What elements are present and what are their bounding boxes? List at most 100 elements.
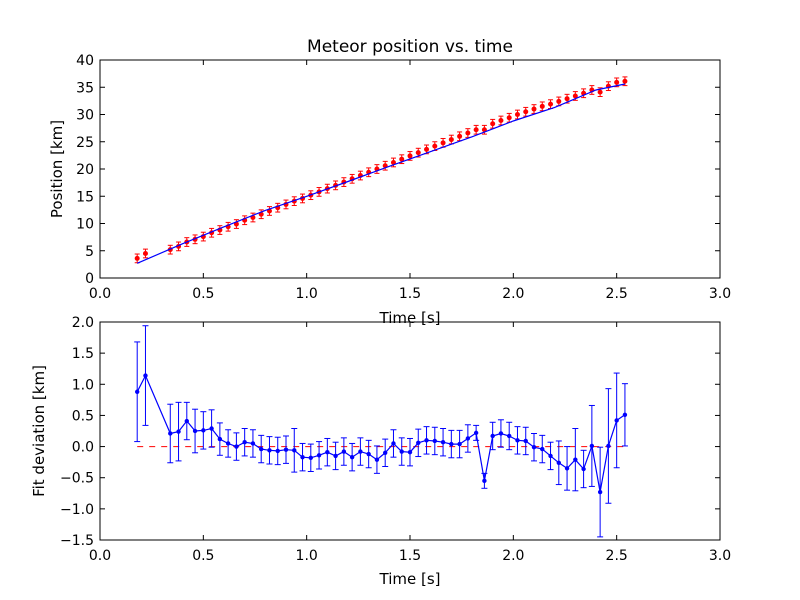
data-point: [349, 454, 355, 460]
data-point: [325, 449, 330, 455]
data-point: [142, 250, 148, 256]
data-point: [622, 412, 628, 418]
data-point: [242, 440, 247, 445]
x-tick-label: 1.5: [399, 548, 421, 564]
y-tick-label: 20: [76, 162, 94, 178]
data-point: [564, 96, 570, 102]
x-tick-label: 0.5: [192, 286, 214, 302]
y-tick-label: 2.0: [72, 315, 94, 331]
y-tick-label: 5: [85, 244, 94, 260]
data-point: [531, 106, 537, 112]
data-point: [209, 426, 214, 431]
data-point: [358, 449, 363, 454]
data-point: [407, 449, 413, 455]
data-point: [366, 451, 371, 457]
y-tick-label: 10: [76, 217, 94, 233]
data-point: [383, 450, 388, 455]
chart-title: Meteor position vs. time: [307, 37, 513, 57]
data-point: [506, 115, 512, 121]
y-tick-label: 25: [76, 135, 94, 151]
data-point: [473, 430, 479, 436]
deviation-line: [136, 374, 626, 493]
data-point: [217, 436, 223, 442]
data-point: [234, 444, 239, 449]
y-tick-label: 1.0: [72, 377, 94, 393]
data-point: [399, 156, 405, 162]
data-point: [457, 133, 463, 139]
data-point: [201, 428, 206, 433]
data-point: [316, 453, 322, 458]
data-point: [597, 489, 603, 495]
data-point: [465, 436, 471, 441]
data-point: [407, 153, 413, 159]
data-point: [267, 448, 272, 453]
data-point: [606, 443, 611, 449]
data-point: [225, 441, 231, 446]
data-point: [440, 440, 446, 445]
data-point: [556, 98, 562, 104]
x-tick-label: 2.0: [502, 548, 524, 564]
data-point: [184, 418, 189, 424]
data-point: [283, 447, 289, 452]
data-point: [259, 446, 264, 452]
position-panel: Meteor position vs. time Position [km] T…: [48, 37, 731, 327]
data-point: [523, 109, 529, 115]
axes-ticks: 0.0 0.5 1.0 1.5 2.0 2.5 3.0 0 5 10 15 20 25 30 35 40: [76, 53, 731, 302]
x-tick-label: 0.0: [89, 286, 111, 302]
x-tick-label: 2.5: [606, 548, 628, 564]
data-point: [564, 466, 570, 471]
data-point: [514, 112, 520, 117]
deviation-panel: Fit deviation [km] Time [s] 0.0 0.5 1.0 1.5…: [30, 315, 731, 588]
data-point: [540, 446, 545, 452]
x-tick-label: 3.0: [709, 548, 731, 564]
data-point: [507, 433, 512, 439]
y-tick-label: 40: [76, 53, 94, 69]
x-tick-label: 1.0: [296, 286, 318, 302]
data-point: [134, 255, 140, 261]
data-point: [490, 121, 496, 127]
data-point: [473, 127, 479, 133]
data-point: [432, 438, 437, 444]
data-point: [374, 457, 380, 462]
data-point: [250, 441, 256, 446]
x-tick-label: 1.0: [296, 548, 318, 564]
data-point: [556, 460, 561, 465]
data-point: [498, 431, 504, 436]
data-point: [597, 89, 603, 95]
data-point: [416, 440, 421, 446]
plot-area-frame: [99, 59, 721, 279]
data-point: [391, 441, 396, 446]
data-point: [300, 454, 305, 460]
y-tick-label: 0: [85, 271, 94, 287]
data-point: [449, 441, 454, 447]
data-point: [399, 449, 404, 454]
data-point: [333, 453, 338, 459]
x-tick-label: 2.0: [502, 286, 524, 302]
data-point: [424, 146, 430, 152]
y-tick-label: 15: [76, 189, 94, 205]
data-point: [275, 448, 280, 454]
x-tick-label: 0.5: [192, 548, 214, 564]
data-point: [440, 140, 446, 146]
data-point: [531, 444, 537, 450]
data-point: [548, 101, 554, 107]
x-tick-label: 2.5: [606, 286, 628, 302]
x-axis-label: Time [s]: [379, 570, 441, 588]
data-point: [515, 438, 520, 443]
y-tick-label: 0.0: [72, 440, 94, 456]
data-point: [457, 441, 462, 447]
x-tick-label: 0.0: [89, 548, 111, 564]
y-axis-label: Position [km]: [48, 120, 66, 218]
data-point: [192, 428, 198, 434]
data-point: [341, 449, 347, 454]
plot-marks: [134, 325, 628, 538]
data-point: [135, 389, 140, 394]
y-tick-label: −0.5: [60, 471, 94, 487]
data-point: [490, 433, 495, 439]
data-point: [548, 453, 553, 459]
data-point: [614, 79, 620, 85]
data-point: [448, 137, 454, 143]
data-point: [572, 93, 578, 99]
data-point: [143, 373, 148, 378]
